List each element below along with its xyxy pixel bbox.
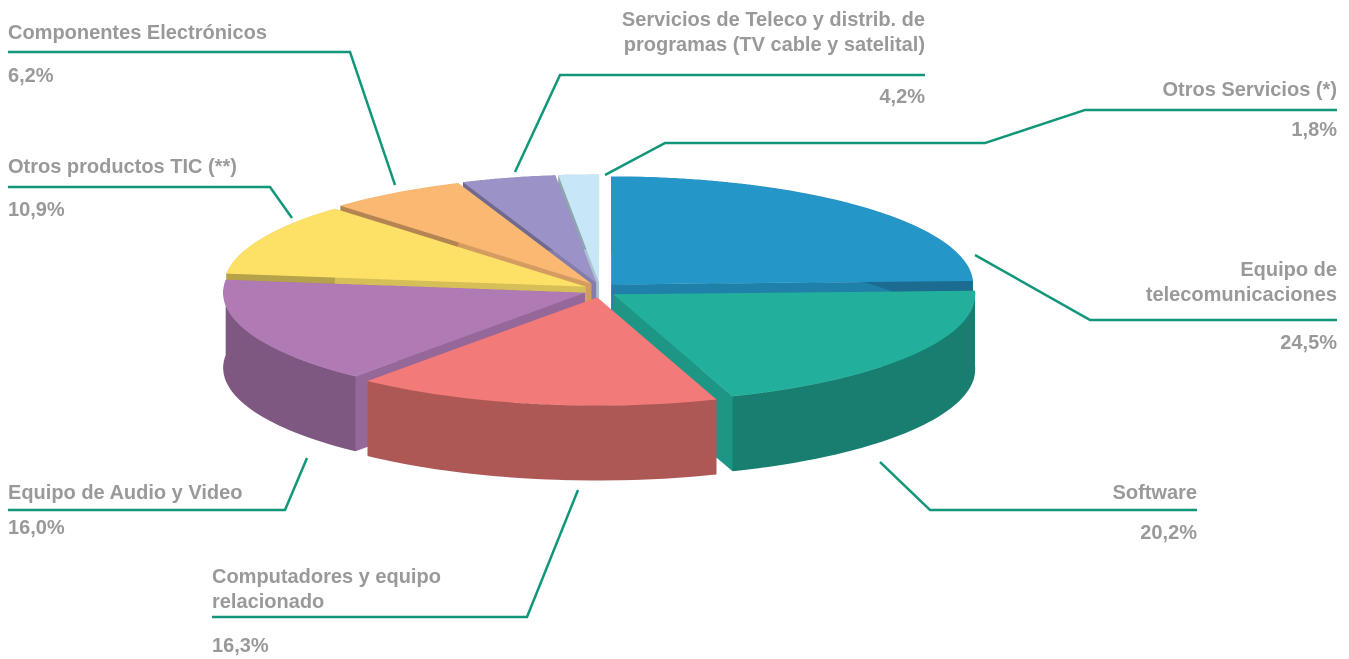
leader-line (513, 73, 925, 173)
leader-line (8, 457, 309, 512)
slice-label: Computadores y equipo relacionado (212, 566, 441, 613)
slice (223, 279, 586, 377)
slice-side (732, 290, 976, 472)
slice (611, 176, 973, 285)
slice (558, 174, 600, 283)
slice-label: Equipo de telecomunicaciones (1145, 259, 1337, 306)
slice (226, 208, 586, 287)
slice (340, 183, 592, 284)
leader-line (974, 253, 1337, 322)
slice-value-label: 20,2% (1140, 522, 1197, 544)
leader-line (212, 489, 580, 619)
slice-value-label: 16,0% (8, 517, 65, 539)
leader-line (8, 50, 397, 186)
slice (463, 175, 597, 283)
leader-line (8, 185, 294, 219)
slice-label: Otros Servicios (*) (1162, 79, 1337, 101)
slice-value-label: 24,5% (1280, 332, 1337, 354)
slice-label: Otros productos TIC (**) (8, 156, 237, 178)
slice (613, 290, 976, 397)
pie (223, 174, 976, 481)
slice-label: Equipo de Audio y Video (8, 482, 243, 504)
leader-line (879, 461, 1197, 512)
slice-value-label: 10,9% (8, 199, 65, 221)
slice-side (223, 279, 356, 452)
slice-label: Servicios de Teleco y distrib. de progra… (621, 9, 925, 56)
slice-label: Componentes Electrónicos (8, 22, 267, 44)
slice-label: Software (1112, 482, 1197, 504)
slice-value-label: 16,3% (212, 635, 269, 657)
slice-value-label: 1,8% (1291, 119, 1337, 141)
slice (367, 297, 717, 406)
slice-value-label: 4,2% (879, 86, 925, 108)
slice-value-label: 6,2% (8, 65, 54, 87)
leader-line (604, 108, 1337, 177)
slice-side (367, 381, 717, 481)
